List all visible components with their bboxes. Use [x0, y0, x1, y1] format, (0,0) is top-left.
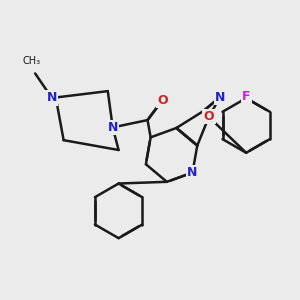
Text: O: O: [157, 94, 168, 107]
Text: N: N: [47, 92, 57, 104]
Text: N: N: [215, 91, 225, 103]
Text: F: F: [242, 90, 250, 103]
Text: N: N: [187, 166, 198, 179]
Text: O: O: [204, 110, 214, 123]
Text: CH₃: CH₃: [22, 56, 40, 66]
Text: N: N: [107, 121, 118, 134]
